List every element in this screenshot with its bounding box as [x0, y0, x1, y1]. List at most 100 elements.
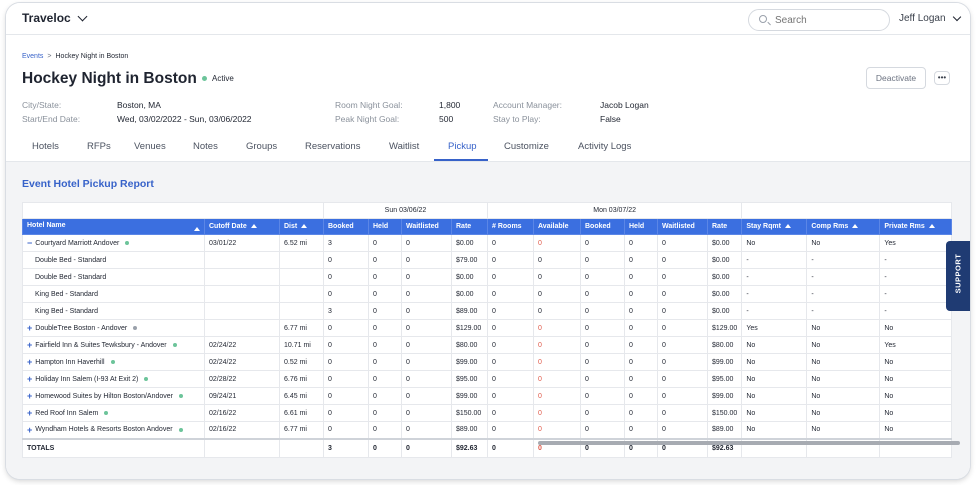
deactivate-button[interactable]: Deactivate [866, 67, 926, 89]
mon-waitlisted-cell: 0 [657, 268, 708, 286]
tab-reservations[interactable]: Reservations [305, 141, 361, 152]
room-goal-label: Room Night Goal: [335, 100, 403, 110]
mon-booked-cell: 0 [580, 404, 625, 422]
col-mon-rooms: # Rooms [487, 218, 534, 235]
sun-rate-cell: $0.00 [451, 285, 488, 303]
tab-pickup[interactable]: Pickup [448, 141, 477, 152]
mon-booked-cell: 0 [580, 319, 625, 337]
horizontal-scrollbar[interactable] [538, 441, 960, 445]
mon-available-cell: 0 [533, 234, 581, 252]
tab-venues[interactable]: Venues [134, 141, 166, 152]
col-hotel-name[interactable]: Hotel Name [22, 218, 205, 235]
col-comp-rms[interactable]: Comp Rms [806, 218, 881, 235]
expand-icon[interactable]: + [27, 357, 33, 367]
sun-waitlisted-cell: 0 [401, 336, 452, 354]
sun-waitlisted-cell: 0 [401, 302, 452, 320]
sun-waitlisted-cell: 0 [401, 421, 452, 439]
comp-rms-cell: No [806, 336, 881, 354]
stay-rqmt-cell: No [741, 234, 808, 252]
stay-rqmt-cell: No [741, 387, 808, 405]
mon-available-cell: 0 [533, 353, 581, 371]
collapse-icon[interactable]: − [27, 238, 33, 248]
sun-booked-cell: 0 [323, 319, 369, 337]
app-switcher[interactable]: Traveloc [22, 11, 88, 25]
dist-cell: 6.61 mi [279, 404, 324, 422]
hotel-name: + Wyndham Hotels & Resorts Boston Andover [27, 425, 200, 435]
search-input[interactable] [775, 13, 875, 27]
expand-icon[interactable]: + [27, 391, 33, 401]
col-comp-label: Comp Rms [811, 223, 849, 230]
tab-waitlist[interactable]: Waitlist [389, 141, 420, 152]
tab-rfps[interactable]: RFPs [87, 141, 111, 152]
col-mon-rate: Rate [706, 218, 743, 235]
col-stay-rqmt[interactable]: Stay Rqmt [741, 218, 808, 235]
tab-customize[interactable]: Customize [504, 141, 549, 152]
hotel-name-label: Fairfield Inn & Suites Tewksbury - Andov… [35, 341, 167, 349]
comp-rms-cell: - [806, 268, 881, 286]
column-header-row: Hotel Name Cutoff Date Dist Booked Held … [22, 218, 953, 235]
comp-rms-cell: No [806, 404, 881, 422]
comp-rms-cell: No [806, 353, 881, 371]
cutoff-cell: 02/28/22 [204, 370, 280, 388]
sun-rate-total: $92.63 [451, 437, 488, 458]
hotel-name-cell: King Bed - Standard [22, 302, 205, 320]
sun-booked-cell: 0 [323, 370, 369, 388]
stay-rqmt-cell: - [741, 251, 808, 269]
tab-groups[interactable]: Groups [246, 141, 278, 152]
expand-icon[interactable]: + [27, 408, 33, 418]
stay-to-play-value: False [600, 114, 621, 124]
sort-asc-icon [784, 224, 791, 229]
mon-held-cell: 0 [624, 336, 658, 354]
cutoff-cell: 09/24/21 [204, 387, 280, 405]
sun-held-cell: 0 [368, 319, 402, 337]
expand-icon[interactable]: + [27, 374, 33, 384]
hotel-name-cell: + Red Roof Inn Salem [22, 404, 205, 422]
sun-waitlisted-cell: 0 [401, 387, 452, 405]
sort-asc-icon [250, 224, 257, 229]
cutoff-cell [204, 285, 280, 303]
user-menu[interactable]: Jeff Logan [899, 12, 961, 24]
stay-to-play-label: Stay to Play: [493, 114, 541, 124]
col-dist[interactable]: Dist [279, 218, 324, 235]
hotel-name-label: Holiday Inn Salem (I-93 At Exit 2) [35, 375, 139, 383]
support-tab[interactable]: SUPPORT [946, 241, 970, 311]
expand-icon[interactable]: + [27, 424, 33, 435]
mon-rate-cell: $95.00 [706, 370, 743, 388]
more-options-button[interactable]: ••• [934, 71, 950, 85]
col-sun-booked: Booked [323, 218, 369, 235]
comp-rms-cell: No [806, 421, 881, 439]
hotel-name-cell: + Hampton Inn Haverhill [22, 353, 205, 371]
comp-rms-cell: - [806, 251, 881, 269]
room-type-row: King Bed - Standard 3 0 0 $89.00 0 0 0 0 0 $0.00- -… [22, 302, 953, 320]
tab-activity-logs[interactable]: Activity Logs [578, 141, 632, 152]
sun-rate-cell: $150.00 [451, 404, 488, 422]
hotel-name: Double Bed - Standard [35, 274, 200, 281]
hotel-name-label: Red Roof Inn Salem [35, 409, 99, 417]
mon-held-cell: 0 [624, 234, 658, 252]
dates-value: Wed, 03/02/2022 - Sun, 03/06/2022 [117, 114, 252, 124]
col-private-rms[interactable]: Private Rms [879, 218, 953, 235]
tab-notes[interactable]: Notes [193, 141, 218, 152]
hotel-status-dot-icon [172, 343, 177, 347]
sort-asc-icon [301, 224, 308, 229]
mon-held-cell: 0 [624, 319, 658, 337]
comp-rms-cell: - [806, 285, 881, 303]
mon-booked-cell: 0 [580, 421, 625, 439]
expand-icon[interactable]: + [27, 323, 33, 333]
mon-rate-cell: $0.00 [706, 285, 743, 303]
user-name: Jeff Logan [899, 13, 946, 24]
sort-asc-icon [928, 224, 935, 229]
col-stay-label: Stay Rqmt [746, 223, 781, 230]
breadcrumb-events-link[interactable]: Events [22, 53, 44, 60]
cutoff-cell [204, 302, 280, 320]
mon-rooms-cell: 0 [487, 370, 534, 388]
mon-available-cell: 0 [533, 319, 581, 337]
tab-hotels[interactable]: Hotels [32, 141, 59, 152]
dist-cell: 6.76 mi [279, 370, 324, 388]
expand-icon[interactable]: + [27, 340, 33, 350]
hotel-name: King Bed - Standard [35, 291, 200, 298]
hotel-status-dot-icon [178, 427, 183, 432]
search-box[interactable] [748, 9, 890, 31]
col-cutoff-date[interactable]: Cutoff Date [204, 218, 280, 235]
sun-rate-cell: $80.00 [451, 336, 488, 354]
